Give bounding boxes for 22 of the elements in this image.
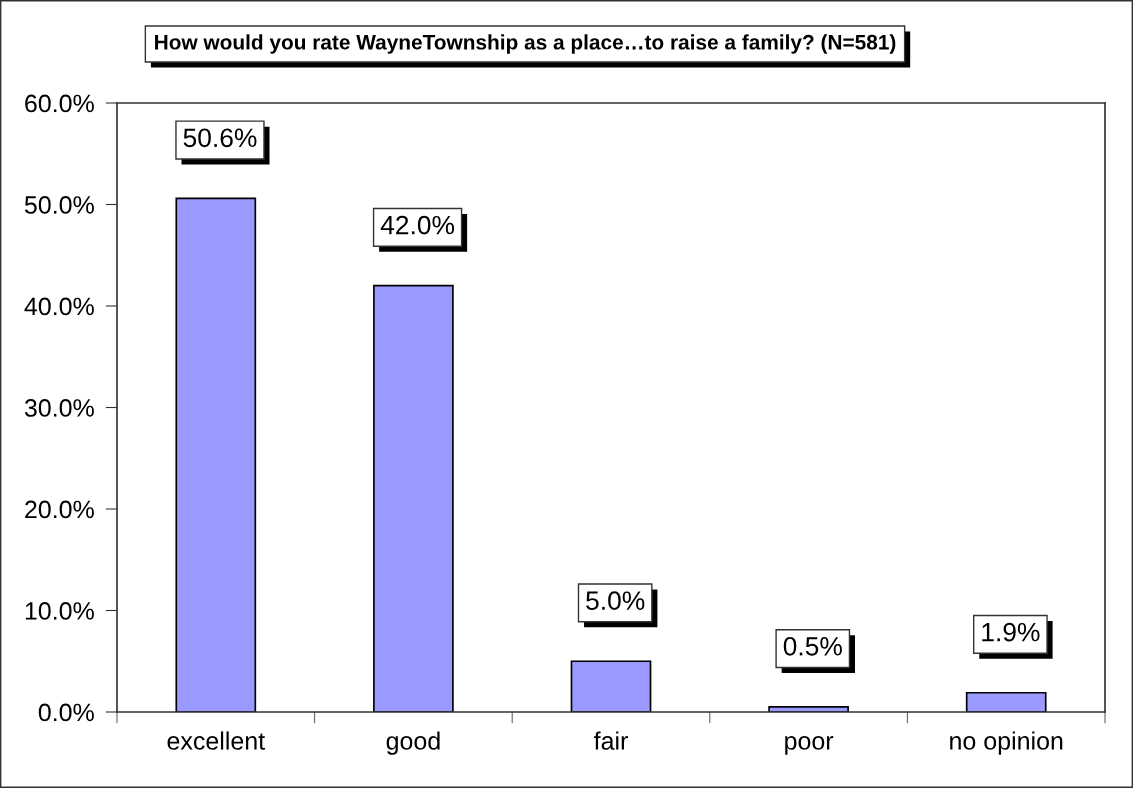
y-tick-label: 10.0% xyxy=(25,602,94,620)
x-tick-label: good xyxy=(386,731,440,755)
y-tick-label: 50.0% xyxy=(24,196,94,214)
data-label: 50.6% xyxy=(183,128,257,148)
x-tick-label: poor xyxy=(785,736,834,755)
y-tick-label: 40.0% xyxy=(24,297,94,316)
bar xyxy=(373,284,454,712)
data-label: 42.0% xyxy=(380,215,455,235)
y-tick-label: 60.0% xyxy=(25,94,94,113)
bar xyxy=(965,691,1047,712)
data-label: 1.9% xyxy=(982,622,1040,642)
data-label: 5.0% xyxy=(586,591,645,610)
y-tick-label: 0.0% xyxy=(38,703,94,722)
y-tick-label: 20.0% xyxy=(25,500,94,519)
bar xyxy=(175,197,257,712)
x-tick-label: excellent xyxy=(167,731,265,750)
bar xyxy=(570,660,652,712)
y-tick-label: 30.0% xyxy=(24,399,94,417)
data-label: 0.5% xyxy=(783,636,842,656)
x-tick-label: fair xyxy=(593,731,628,750)
chart-title: How would you rate WayneTownship as a place…to raise a family? (N=581) xyxy=(155,34,896,54)
x-tick-label: no opinion xyxy=(950,731,1063,755)
